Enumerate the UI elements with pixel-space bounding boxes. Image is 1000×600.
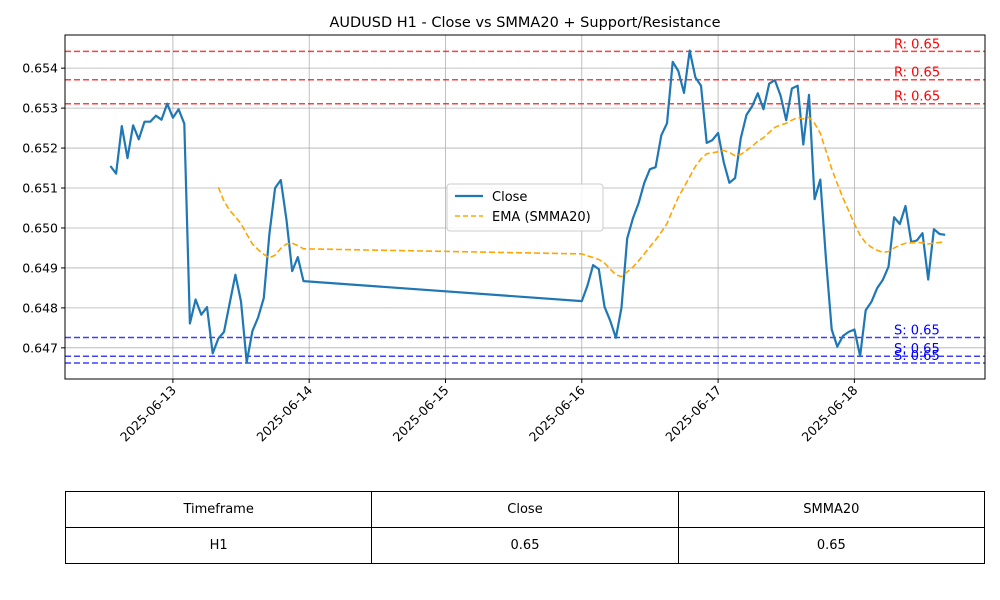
summary-table: Timeframe Close SMMA20 H1 0.65 0.65 bbox=[64, 491, 986, 564]
table-cell: 0.65 bbox=[677, 527, 986, 564]
table-header-row: Timeframe Close SMMA20 bbox=[64, 491, 986, 528]
y-tick-label: 0.651 bbox=[22, 181, 58, 196]
smma-series-line bbox=[217, 116, 946, 278]
series-lines bbox=[109, 49, 946, 364]
chart-title: AUDUSD H1 - Close vs SMMA20 + Support/Re… bbox=[329, 15, 720, 31]
legend-close-label: Close bbox=[492, 190, 527, 205]
chart-figure: AUDUSD H1 - Close vs SMMA20 + Support/Re… bbox=[22, 15, 986, 445]
y-tick-label: 0.650 bbox=[22, 220, 58, 235]
close-series-line bbox=[109, 49, 946, 364]
table-header-cell: Close bbox=[371, 491, 679, 528]
x-tick-label: 2025-06-13 bbox=[117, 383, 179, 445]
x-tick-label: 2025-06-16 bbox=[526, 382, 588, 444]
x-tick-label: 2025-06-18 bbox=[799, 382, 861, 444]
x-tick-label: 2025-06-17 bbox=[662, 383, 724, 445]
support-label: S: 0.65 bbox=[894, 323, 940, 338]
table-cell: 0.65 bbox=[371, 527, 679, 564]
x-axis: 2025-06-13 2025-06-14 2025-06-15 2025-06-16… bbox=[117, 379, 861, 445]
support-label: S: 0.65 bbox=[894, 349, 940, 364]
legend-smma-label: EMA (SMMA20) bbox=[492, 210, 591, 225]
support-label: S: 0.65 bbox=[894, 342, 940, 357]
y-tick-label: 0.649 bbox=[22, 260, 58, 275]
resistance-label: R: 0.65 bbox=[894, 90, 940, 105]
plot-area bbox=[64, 34, 986, 380]
legend: Close EMA (SMMA20) bbox=[446, 183, 604, 232]
table-row: H1 0.65 0.65 bbox=[64, 527, 986, 564]
support-resistance-lines bbox=[65, 50, 985, 364]
resistance-label: R: 0.65 bbox=[894, 37, 940, 52]
table-header-cell: SMMA20 bbox=[677, 491, 986, 528]
y-tick-label: 0.648 bbox=[22, 300, 58, 315]
table-header-cell: Timeframe bbox=[64, 491, 373, 528]
y-axis: 0.647 0.648 0.649 0.650 0.651 0.652 0.653 0.654 bbox=[22, 61, 65, 355]
level-labels: R: 0.65R: 0.65R: 0.65S: 0.65S: 0.65S: 0.… bbox=[894, 37, 940, 364]
y-tick-label: 0.654 bbox=[22, 61, 58, 76]
resistance-label: R: 0.65 bbox=[894, 66, 940, 81]
y-tick-label: 0.653 bbox=[22, 101, 58, 116]
y-tick-label: 0.647 bbox=[22, 340, 58, 355]
table-cell: H1 bbox=[64, 527, 373, 564]
y-tick-label: 0.652 bbox=[22, 141, 58, 156]
legend-box bbox=[446, 183, 604, 232]
x-tick-label: 2025-06-15 bbox=[390, 383, 452, 445]
x-tick-label: 2025-06-14 bbox=[253, 382, 315, 444]
